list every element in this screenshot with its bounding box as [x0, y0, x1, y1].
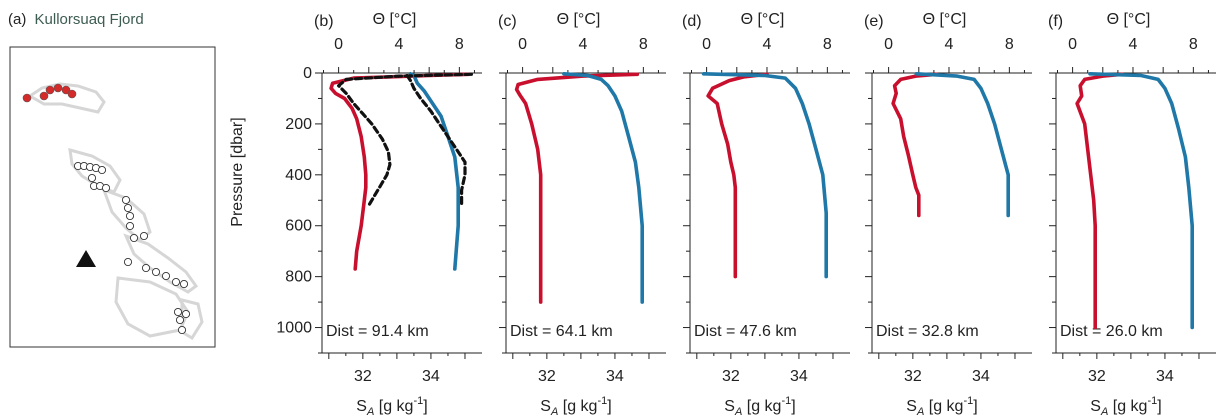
top-tick-label: 4 — [1129, 36, 1138, 53]
top-axis-label: Θ [°C] — [557, 11, 601, 28]
y-tick-label: 600 — [285, 218, 312, 235]
station-marker — [124, 204, 131, 211]
profile-panel: 0 4 8 32 34 (f) Θ [°C] SA [g kg-1] Dist = 26.0 k… — [1048, 11, 1216, 418]
bottom-tick-label: 34 — [1156, 368, 1174, 385]
theta-profile-line — [331, 74, 468, 269]
bottom-tick-label: 34 — [790, 368, 808, 385]
bottom-tick-label: 32 — [538, 368, 556, 385]
red-station-marker — [40, 92, 48, 100]
bottom-axis-label: SA [g kg-1] — [356, 395, 427, 418]
profile-panel: 0 4 8 32 34 (c) Θ [°C] SA [g kg-1] Dist = 64.1 k… — [498, 11, 666, 418]
bottom-axis-label: SA [g kg-1] — [724, 395, 795, 418]
bottom-tick-label: 32 — [354, 368, 372, 385]
y-tick-label: 1000 — [276, 320, 312, 337]
salinity-profile-line — [704, 74, 827, 277]
bottom-axis-label: SA [g kg-1] — [540, 395, 611, 418]
salinity-profile-line — [411, 74, 459, 269]
salinity-profile-line — [916, 74, 1008, 216]
top-tick-label: 8 — [1005, 36, 1014, 53]
panel-label: (f) — [1048, 13, 1063, 30]
panel-label: (b) — [314, 13, 334, 30]
bottom-axis-label: SA [g kg-1] — [906, 395, 977, 418]
theta-profile-line — [893, 74, 937, 215]
bottom-tick-label: 32 — [722, 368, 740, 385]
station-marker — [126, 222, 133, 229]
top-tick-label: 4 — [579, 36, 588, 53]
map-panel: (a) Kullorsuaq Fjord — [8, 11, 215, 347]
red-station-marker — [54, 84, 62, 92]
station-marker — [124, 258, 131, 265]
station-marker — [172, 278, 179, 285]
bottom-tick-label: 34 — [606, 368, 624, 385]
station-marker — [98, 166, 105, 173]
station-marker — [88, 174, 95, 181]
profile-panel: 0 4 8 32 34 (e) Θ [°C] SA [g kg-1] Dist = 32.8 k… — [864, 11, 1032, 418]
theta-profile-line — [1077, 74, 1122, 327]
red-station-marker — [68, 90, 76, 98]
top-tick-label: 8 — [1189, 36, 1198, 53]
top-axis-label: Θ [°C] — [741, 11, 785, 28]
bottom-tick-label: 34 — [422, 368, 440, 385]
station-marker — [182, 310, 189, 317]
map-title: Kullorsuaq Fjord — [35, 11, 144, 28]
top-tick-label: 0 — [884, 36, 893, 53]
y-tick-label: 400 — [285, 167, 312, 184]
salinity-profile-line — [564, 74, 642, 302]
y-tick-label: 800 — [285, 269, 312, 286]
red-station-marker — [46, 86, 54, 94]
station-marker — [130, 234, 137, 241]
distance-annotation: Dist = 64.1 km — [510, 323, 613, 340]
model-theta-line — [339, 74, 472, 205]
top-axis-label: Θ [°C] — [923, 11, 967, 28]
station-marker — [140, 232, 147, 239]
top-tick-label: 4 — [945, 36, 954, 53]
profile-panel: 0 200 400 600 800 1000 0 4 8 32 34 (b) Θ [°C] SA [g k… — [276, 11, 482, 418]
top-axis-label: Θ [°C] — [1107, 11, 1151, 28]
y-axis-label: Pressure [dbar] — [229, 117, 246, 226]
theta-profile-line — [708, 74, 767, 276]
y-tick-label: 0 — [303, 65, 312, 82]
profile-panel: 0 4 8 32 34 (d) Θ [°C] SA [g kg-1] Dist = 47.6 k… — [682, 11, 850, 418]
top-tick-label: 8 — [823, 36, 832, 53]
bottom-tick-label: 34 — [972, 368, 990, 385]
top-tick-label: 4 — [763, 36, 772, 53]
station-marker — [178, 326, 185, 333]
station-marker — [180, 280, 187, 287]
top-tick-label: 0 — [1068, 36, 1077, 53]
top-tick-label: 4 — [395, 36, 404, 53]
distance-annotation: Dist = 32.8 km — [876, 323, 979, 340]
station-marker — [162, 272, 169, 279]
top-tick-label: 8 — [639, 36, 648, 53]
top-tick-label: 0 — [334, 36, 343, 53]
panel-label: (d) — [682, 13, 702, 30]
y-tick-label: 200 — [285, 116, 312, 133]
station-marker — [174, 308, 181, 315]
distance-annotation: Dist = 91.4 km — [326, 323, 429, 340]
distance-annotation: Dist = 47.6 km — [694, 323, 797, 340]
station-marker — [176, 316, 183, 323]
station-marker — [152, 268, 159, 275]
station-marker — [126, 212, 133, 219]
station-marker — [142, 264, 149, 271]
red-station-marker — [23, 94, 31, 102]
top-axis-label: Θ [°C] — [373, 11, 417, 28]
panel-label: (e) — [864, 13, 884, 30]
station-marker — [122, 196, 129, 203]
panel-label: (c) — [498, 13, 517, 30]
salinity-profile-line — [1090, 74, 1192, 328]
map-panel-label: (a) Kullorsuaq Fjord — [8, 11, 144, 28]
top-tick-label: 8 — [455, 36, 464, 53]
bottom-tick-label: 32 — [1088, 368, 1106, 385]
top-tick-label: 0 — [518, 36, 527, 53]
station-marker — [102, 184, 109, 191]
bottom-axis-label: SA [g kg-1] — [1090, 395, 1161, 418]
top-tick-label: 0 — [702, 36, 711, 53]
distance-annotation: Dist = 26.0 km — [1060, 323, 1163, 340]
bottom-tick-label: 32 — [904, 368, 922, 385]
